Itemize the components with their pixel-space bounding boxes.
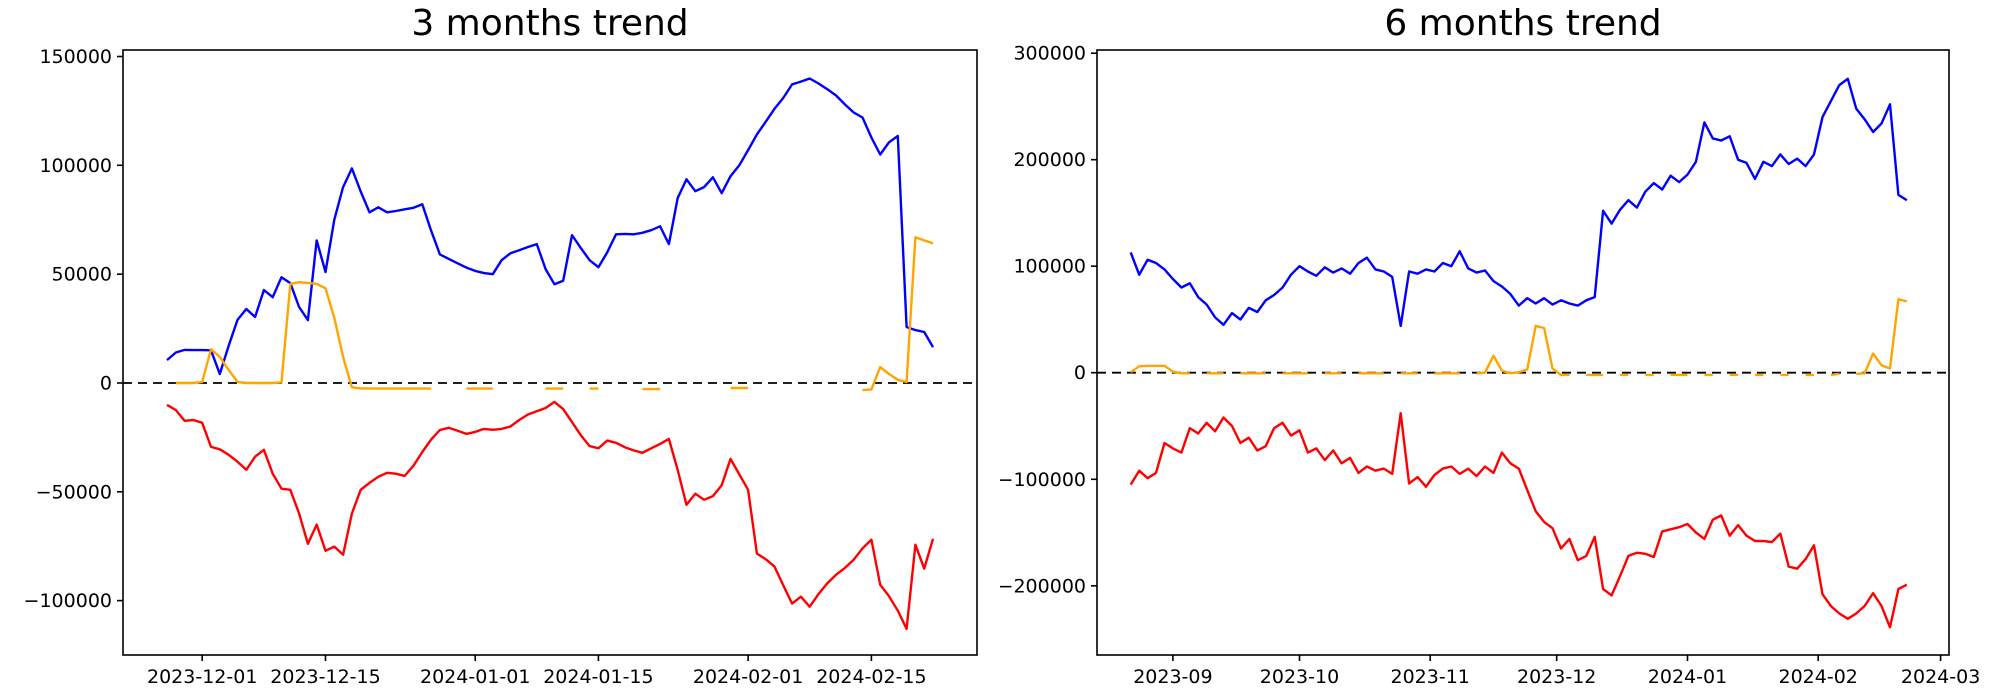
y-tick-label: 300000 — [1013, 43, 1086, 65]
orange-series-line — [175, 236, 934, 392]
x-tick-label: 2024-01 — [1648, 666, 1727, 688]
y-tick-label: −200000 — [1000, 575, 1086, 597]
y-tick-label: −100000 — [1000, 469, 1086, 491]
plot-frame — [122, 49, 978, 656]
y-tick-label: 0 — [1074, 362, 1086, 384]
x-axis: 2023-12-01 2023-12-15 2024-01-01 2024-01-15… — [147, 655, 927, 688]
plot-frame — [1096, 49, 1950, 656]
chart-plot-6-months: 2023-09 2023-10 2023-11 2023-12 2024-01 2024-… — [1000, 43, 1980, 688]
x-tick-label: 2024-01-01 — [420, 666, 530, 688]
y-axis: 150000 100000 50000 0 −50000 −100000 — [24, 46, 123, 612]
x-tick-label: 2023-10 — [1260, 666, 1339, 688]
blue-series-line — [166, 77, 935, 376]
x-tick-label: 2024-01-15 — [543, 666, 653, 688]
y-tick-label: −100000 — [24, 590, 112, 612]
y-tick-label: 200000 — [1013, 149, 1086, 171]
x-tick-label: 2023-11 — [1391, 666, 1470, 688]
y-tick-label: 100000 — [39, 155, 112, 177]
chart-title-6-months: 6 months trend — [1384, 3, 1662, 44]
red-series-line — [166, 400, 935, 631]
chart-plot-3-months: 2023-12-01 2023-12-15 2024-01-01 2024-01-15… — [24, 46, 978, 688]
y-tick-label: 150000 — [39, 46, 112, 68]
y-tick-label: 100000 — [1013, 256, 1086, 278]
blue-series-line — [1129, 77, 1908, 328]
chart-title-3-months: 3 months trend — [411, 3, 689, 44]
x-tick-label: 2023-12-01 — [147, 666, 257, 688]
y-tick-label: −50000 — [36, 481, 112, 503]
x-tick-label: 2024-02-01 — [693, 666, 803, 688]
x-tick-label: 2024-02-15 — [816, 666, 926, 688]
x-tick-label: 2024-03 — [1901, 666, 1980, 688]
y-axis: 300000 200000 100000 0 −100000 −200000 — [1000, 43, 1097, 597]
x-tick-label: 2023-12-15 — [270, 666, 380, 688]
chart-6-months-trend: 6 months trend 2023-09 2023-10 2023-11 2023… — [1000, 0, 2000, 700]
orange-series-line — [1130, 298, 1908, 377]
y-tick-label: 50000 — [52, 264, 112, 286]
x-tick-label: 2023-09 — [1133, 666, 1212, 688]
y-tick-label: 0 — [100, 373, 112, 395]
x-tick-label: 2023-12 — [1517, 666, 1596, 688]
x-tick-label: 2024-02 — [1779, 666, 1858, 688]
x-axis: 2023-09 2023-10 2023-11 2023-12 2024-01 2024-… — [1133, 655, 1980, 688]
red-series-line — [1129, 412, 1908, 629]
chart-3-months-trend: 3 months trend 2023-12-01 2023-12-15 2024-… — [24, 3, 978, 688]
